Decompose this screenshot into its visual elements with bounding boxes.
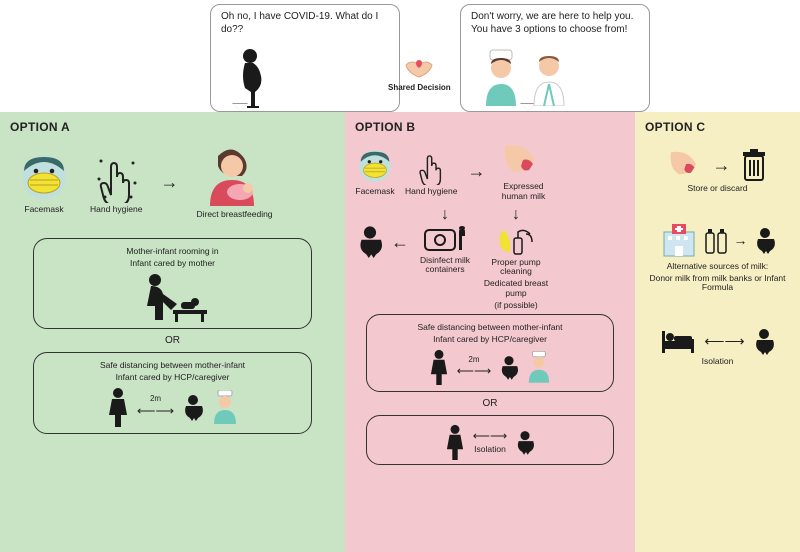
- expressed-milk-label: Expressed human milk: [495, 182, 551, 202]
- dist-a-l2: Infant cared by HCP/caregiver: [44, 373, 302, 383]
- dist-b-l2: Infant cared by HCP/caregiver: [377, 335, 603, 345]
- store-discard-label: Store or discard: [645, 184, 790, 194]
- healthcare-workers-icon: [480, 48, 570, 106]
- arrow-icon: →: [160, 172, 178, 193]
- isolation-card-b: ⟵⟶ Isolation: [366, 415, 614, 465]
- baby-fed-icon: [355, 224, 385, 258]
- option-a-panel: OPTION A Facemask: [0, 112, 345, 552]
- distance-indicator: 2m ⟵⟶: [137, 394, 174, 419]
- woman-icon: [107, 387, 129, 427]
- patient-speech-text: Oh no, I have COVID-19. What do I do??: [221, 11, 378, 35]
- baby-icon: [182, 393, 204, 421]
- provider-speech-text: Don't worry, we are here to help you. Yo…: [471, 11, 633, 35]
- breast-icon-c: [667, 149, 705, 181]
- arrow-icon: ←: [391, 232, 409, 253]
- hand-hygiene-label-b: Hand hygiene: [405, 187, 457, 197]
- bed-icon: [660, 327, 696, 355]
- disinfect-icon: ↓ Disinfect milk containers: [415, 206, 475, 276]
- arrow-icon: →: [467, 161, 485, 182]
- rooming-l2: Infant cared by mother: [44, 259, 302, 269]
- or-label-a: OR: [10, 335, 335, 346]
- hand-hygiene-icon-b: Hand hygiene: [405, 147, 457, 197]
- distancing-card-b: Safe distancing between mother-infant In…: [366, 314, 614, 392]
- alt-milk-l2: Donor milk from milk banks or Infant For…: [645, 274, 790, 294]
- isolation-label-c: Isolation: [645, 357, 790, 367]
- facemask-label: Facemask: [24, 205, 63, 215]
- disinfect-label: Disinfect milk containers: [415, 256, 475, 276]
- hand-hygiene-icon: Hand hygiene: [90, 151, 142, 215]
- hand-hygiene-label: Hand hygiene: [90, 205, 142, 215]
- distance-label-b: 2m: [457, 355, 491, 364]
- breastfeeding-icon: Direct breastfeeding: [196, 146, 272, 220]
- header: Oh no, I have COVID-19. What do I do?? D…: [0, 0, 800, 112]
- option-b-title: OPTION B: [355, 120, 625, 134]
- option-b-panel: OPTION B Facemask Hand hygiene → Express…: [345, 112, 635, 552]
- rooming-in-card: Mother-infant rooming in Infant cared by…: [33, 238, 313, 330]
- expressed-milk-icon: Expressed human milk: [495, 142, 551, 202]
- facemask-label-b: Facemask: [355, 187, 394, 197]
- arrow-icon: →: [713, 155, 731, 176]
- pump-icon: ↓ Proper pump cleaning Dedicated breast …: [481, 206, 551, 311]
- or-label-b: OR: [355, 398, 625, 409]
- pregnant-woman-icon: [235, 48, 269, 108]
- hospital-icon: [660, 222, 698, 258]
- trash-icon: [739, 148, 769, 182]
- baby-icon-c2: [753, 327, 775, 355]
- pump-l3: (if possible): [494, 301, 537, 311]
- pump-l1: Proper pump cleaning: [481, 258, 551, 278]
- shared-decision-label: Shared Decision: [388, 83, 451, 92]
- dist-b-l1: Safe distancing between mother-infant: [377, 323, 603, 333]
- distancing-card-a: Safe distancing between mother-infant In…: [33, 352, 313, 434]
- isolation-arrows-b: ⟵⟶ Isolation: [473, 429, 507, 455]
- option-c-title: OPTION C: [645, 120, 790, 134]
- dist-a-l1: Safe distancing between mother-infant: [44, 361, 302, 371]
- breastfeeding-label: Direct breastfeeding: [196, 210, 272, 220]
- shared-decision-icon: Shared Decision: [388, 55, 451, 92]
- arrow-icon: →: [734, 232, 748, 248]
- options-panels: OPTION A Facemask: [0, 112, 800, 552]
- facemask-icon: Facemask: [16, 151, 72, 215]
- mother-changing-baby-icon: [133, 272, 213, 322]
- nurse-small-icon: [212, 390, 238, 424]
- distance-indicator-b: 2m ⟵⟶: [457, 355, 491, 378]
- option-c-panel: OPTION C → Store or discard: [635, 112, 800, 552]
- isolation-label-b: Isolation: [473, 445, 507, 455]
- alt-milk-l1: Alternative sources of milk:: [645, 262, 790, 272]
- distance-label: 2m: [137, 394, 174, 403]
- rooming-l1: Mother-infant rooming in: [44, 247, 302, 257]
- bottles-icon: [704, 225, 728, 255]
- facemask-icon-b: Facemask: [355, 147, 395, 197]
- pump-l2: Dedicated breast pump: [481, 279, 551, 299]
- option-a-title: OPTION A: [10, 120, 335, 134]
- baby-icon-c: [754, 226, 776, 254]
- isolation-arrows-c: ⟵⟶: [704, 333, 744, 350]
